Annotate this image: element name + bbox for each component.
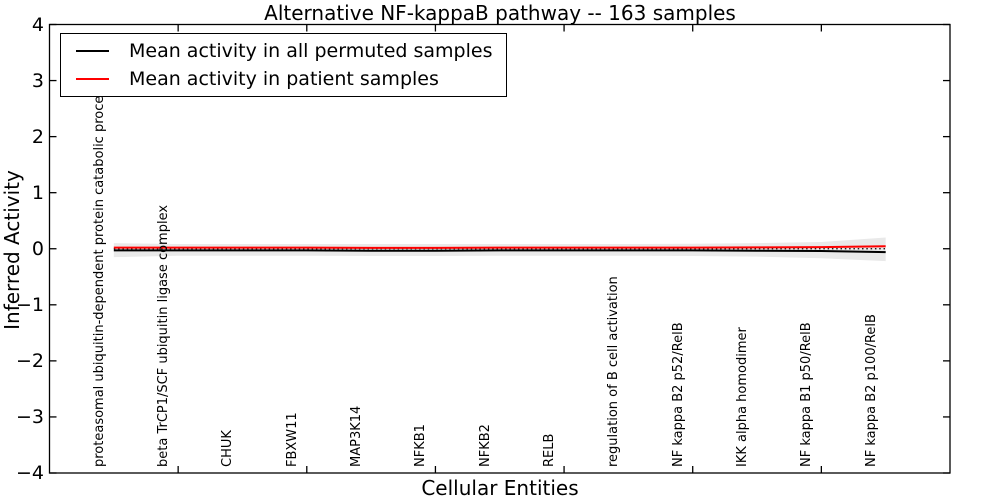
legend: Mean activity in all permuted samples Me… (60, 33, 507, 97)
legend-label-patient: Mean activity in patient samples (129, 68, 439, 90)
y-tick-label: 4 (31, 13, 44, 36)
category-label: beta TrCP1/SCF ubiquitin ligase complex (156, 204, 172, 467)
category-label: CHUK (220, 430, 236, 467)
category-label: IKK alpha homodimer (735, 327, 751, 467)
category-label: NF kappa B2 p100/RelB (863, 314, 879, 467)
category-label: FBXW11 (284, 412, 300, 467)
category-label: proteasomal ubiquitin-dependent protein … (91, 82, 107, 467)
legend-label-permuted: Mean activity in all permuted samples (129, 40, 493, 62)
y-tick-label: −2 (15, 349, 44, 372)
category-label: NFKB1 (413, 424, 429, 467)
y-tick-label: −1 (15, 293, 44, 316)
legend-red-line-swatch (76, 78, 109, 80)
x-axis-label: Cellular Entities (421, 476, 579, 500)
category-label: MAP3K14 (349, 405, 365, 467)
patient-mean-line (113, 245, 886, 249)
legend-black-line-swatch (76, 50, 109, 52)
permuted-spread-band (113, 237, 886, 262)
legend-item-patient: Mean activity in patient samples (76, 68, 506, 90)
y-tick-label: −3 (15, 405, 44, 428)
y-tick-label: 0 (31, 237, 44, 260)
category-label: regulation of B cell activation (606, 276, 622, 467)
chart-title: Alternative NF-kappaB pathway -- 163 sam… (264, 1, 736, 25)
category-label: NF kappa B2 p52/RelB (670, 322, 686, 467)
y-tick-label: 3 (31, 69, 44, 92)
legend-item-permuted: Mean activity in all permuted samples (76, 40, 506, 62)
category-label: NF kappa B1 p50/RelB (799, 322, 815, 467)
category-label: RELB (542, 433, 558, 467)
permuted-mean-line (113, 249, 886, 254)
category-label: NFKB2 (477, 424, 493, 467)
y-tick-label: 1 (31, 181, 44, 204)
y-tick-label: −4 (15, 462, 44, 484)
y-tick-label: 2 (31, 125, 44, 148)
